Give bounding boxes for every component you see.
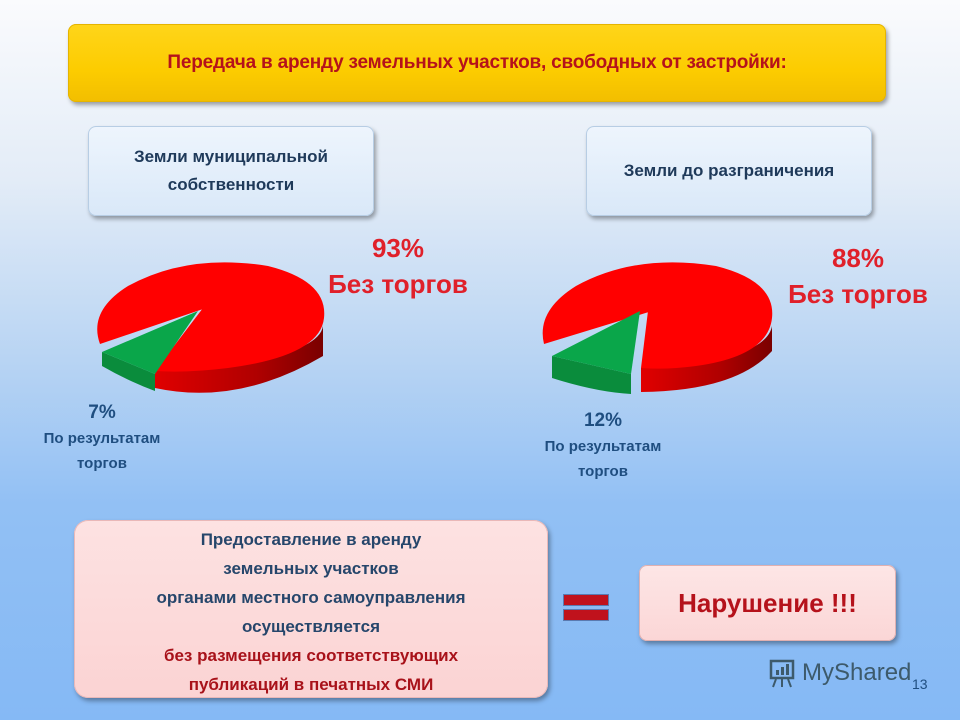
category-municipal-label: Земли муниципальной собственности bbox=[134, 147, 328, 194]
pie-slice-main-side bbox=[641, 326, 772, 392]
text-without-auction-municipal: Без торгов bbox=[328, 269, 468, 299]
category-municipal-box: Земли муниципальной собственности bbox=[88, 126, 374, 216]
pie-slice-without-auction bbox=[97, 262, 325, 372]
conclusion-line-3: органами местного самоуправления bbox=[156, 588, 466, 607]
text-by-auction-municipal-1: По результатам bbox=[43, 430, 161, 447]
conclusion-box: Предоставление в аренду земельных участк… bbox=[74, 520, 548, 698]
text-by-auction-undelimited-2: торгов bbox=[578, 463, 628, 480]
pie-chart-municipal bbox=[97, 262, 325, 393]
pie-slice-auction-side bbox=[102, 352, 155, 391]
conclusion-line-1: Предоставление в аренду bbox=[200, 530, 422, 549]
conclusion-line-2: земельных участков bbox=[223, 559, 399, 578]
watermark: MyShared bbox=[768, 658, 911, 688]
slide-title: Передача в аренду земельных участков, св… bbox=[167, 52, 787, 73]
pie-slice-by-auction bbox=[102, 311, 198, 374]
pie-slice-by-auction bbox=[552, 311, 640, 374]
label-by-auction-municipal: 7% По результатам торгов bbox=[22, 400, 182, 476]
label-without-auction-municipal: 93% Без торгов bbox=[318, 230, 478, 302]
pie-chart-undelimited bbox=[542, 262, 773, 394]
pie-slice-auction-side bbox=[552, 356, 631, 394]
equals-sign-icon bbox=[563, 594, 609, 624]
text-without-auction-undelimited: Без торгов bbox=[788, 279, 928, 309]
text-by-auction-municipal-2: торгов bbox=[77, 455, 127, 472]
text-by-auction-undelimited-1: По результатам bbox=[544, 438, 662, 455]
pct-by-auction-municipal: 7% bbox=[88, 402, 116, 423]
violation-box: Нарушение !!! bbox=[639, 565, 896, 641]
label-without-auction-undelimited: 88% Без торгов bbox=[776, 240, 940, 312]
conclusion-line-4: осуществляется bbox=[241, 617, 381, 636]
title-banner: Передача в аренду земельных участков, св… bbox=[68, 24, 886, 102]
label-by-auction-undelimited: 12% По результатам торгов bbox=[518, 408, 688, 484]
conclusion-line-6: публикаций в печатных СМИ bbox=[188, 675, 434, 694]
conclusion-line-5: без размещения соответствующих bbox=[163, 646, 459, 665]
page-number: 13 bbox=[912, 676, 928, 692]
pct-by-auction-undelimited: 12% bbox=[583, 410, 623, 431]
pie-slice-main-side bbox=[155, 326, 323, 393]
pie-slice-without-auction bbox=[542, 262, 773, 369]
watermark-text: MyShared bbox=[802, 659, 912, 686]
category-undelimited-label: Земли до разграничения bbox=[623, 161, 835, 180]
pct-without-auction-undelimited: 88% bbox=[831, 243, 885, 273]
category-undelimited-box: Земли до разграничения bbox=[586, 126, 872, 216]
presentation-board-icon bbox=[769, 659, 795, 688]
pct-without-auction-municipal: 93% bbox=[371, 233, 425, 263]
violation-label: Нарушение !!! bbox=[678, 587, 857, 618]
